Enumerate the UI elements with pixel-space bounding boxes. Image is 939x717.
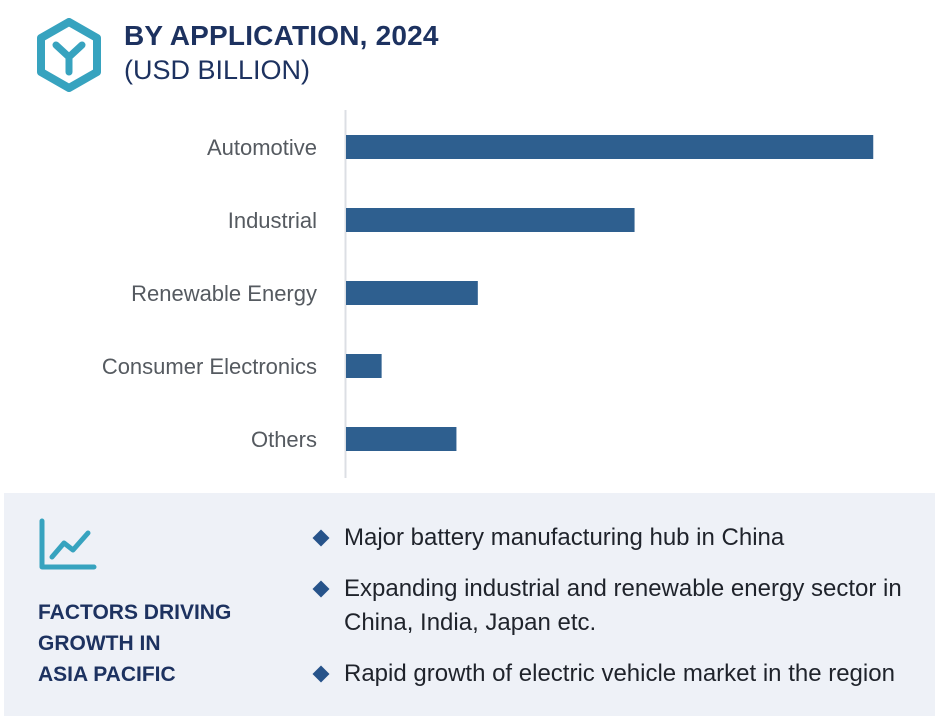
category-label: Renewable Energy (131, 281, 317, 306)
bar-consumer-electronics (346, 354, 382, 378)
hexagon-y-logo-icon (37, 18, 101, 92)
diamond-bullet-icon (312, 580, 330, 598)
factor-item-text: Major battery manufacturing hub in China (344, 524, 785, 551)
bars-group (346, 135, 874, 451)
trend-line-chart-icon (39, 518, 97, 570)
factor-item: Major battery manufacturing hub in China (310, 521, 930, 555)
factor-item: Rapid growth of electric vehicle market … (310, 657, 930, 691)
chart-subtitle: (USD BILLION) (124, 55, 311, 85)
bar-renewable-energy (346, 281, 478, 305)
category-labels-group: Automotive Industrial Renewable Energy Cons… (102, 135, 317, 452)
category-label: Industrial (228, 208, 317, 233)
factor-item-text: Rapid growth of electric vehicle market … (344, 660, 895, 687)
category-label: Others (251, 427, 317, 452)
factor-item-text: Expanding industrial and renewable energ… (344, 575, 902, 636)
factors-title: FACTORS DRIVING GROWTH IN ASIA PACIFIC (38, 601, 232, 686)
bar-others (346, 427, 457, 451)
factor-item: Expanding industrial and renewable energ… (310, 572, 930, 640)
factors-list: Major battery manufacturing hub in China… (310, 521, 930, 691)
bar-industrial (346, 208, 635, 232)
bar-automotive (346, 135, 874, 159)
category-label: Consumer Electronics (102, 354, 317, 379)
category-label: Automotive (207, 135, 317, 160)
factors-panel: FACTORS DRIVING GROWTH IN ASIA PACIFIC M… (4, 493, 935, 716)
diamond-bullet-icon (312, 665, 330, 683)
chart-title: BY APPLICATION, 2024 (124, 20, 439, 51)
bar-chart: Automotive Industrial Renewable Energy Cons… (102, 110, 874, 478)
diamond-bullet-icon (312, 529, 330, 547)
